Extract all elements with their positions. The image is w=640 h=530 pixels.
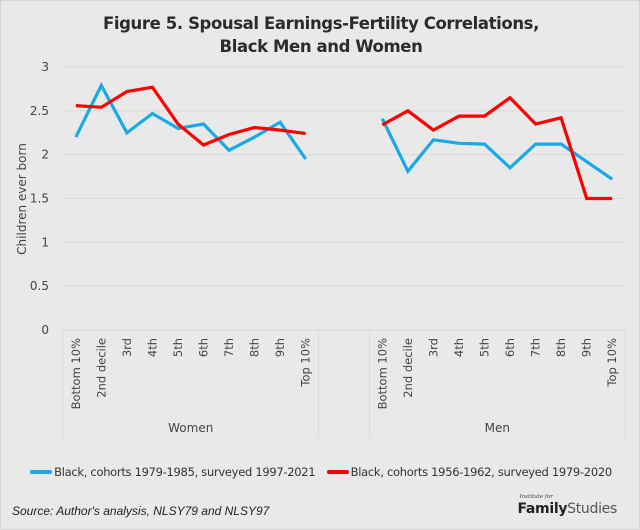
- legend-swatch-red: [326, 470, 349, 474]
- x-tick-label: Top 10%: [299, 338, 313, 388]
- y-tick-label: 2.5: [30, 104, 49, 118]
- legend-swatch-blue: [30, 470, 53, 474]
- logo-light-text: Studies: [567, 501, 617, 517]
- group-label-men: Men: [485, 421, 510, 435]
- chart-title-line2: Black Men and Women: [219, 37, 423, 56]
- legend-label: Black, cohorts 1979-1985, surveyed 1997-…: [54, 465, 316, 479]
- x-tick-label: Top 10%: [605, 338, 619, 388]
- logo-small-text: Institute for: [519, 494, 553, 500]
- x-tick-label: 9th: [580, 338, 594, 357]
- y-tick-label: 1.5: [30, 192, 49, 206]
- x-tick-label: 8th: [554, 338, 568, 357]
- y-axis-label: Children ever born: [15, 143, 29, 255]
- y-tick-label: 2: [41, 148, 49, 162]
- x-tick-label: 8th: [248, 338, 262, 357]
- x-tick-label: 5th: [478, 338, 492, 357]
- y-axis-ticks: 0 0.5 1 1.5 2 2.5 3: [30, 60, 49, 337]
- y-tick-label: 3: [41, 60, 49, 74]
- x-tick-label: 4th: [145, 338, 159, 357]
- chart-title-line1: Figure 5. Spousal Earnings-Fertility Cor…: [103, 14, 539, 33]
- logo-bold-text: Family: [517, 501, 568, 517]
- x-axis: Bottom 10% 2nd decile 3rd 4th 5th 6th 7th 8th 9t…: [62, 329, 626, 438]
- series-lines: [74, 81, 614, 201]
- legend-label: Black, cohorts 1956-1962, surveyed 1979-…: [350, 465, 613, 479]
- x-tick-label: 2nd decile: [94, 338, 108, 398]
- legend-item-1979-2020: Black, cohorts 1956-1962, surveyed 1979-…: [326, 465, 613, 479]
- series-line-women-1979-1985: [74, 81, 308, 160]
- gridlines: [63, 66, 625, 287]
- x-tick-label: 3rd: [426, 338, 440, 357]
- x-tick-label: 7th: [222, 338, 236, 357]
- ifs-logo: Institute for FamilyStudies: [517, 494, 617, 518]
- x-tick-label: Bottom 10%: [69, 338, 83, 409]
- x-tick-label: 5th: [171, 338, 185, 357]
- x-tick-label: 6th: [503, 338, 517, 357]
- x-tick-label: 7th: [529, 338, 543, 357]
- x-tick-label: 3rd: [120, 338, 134, 357]
- line-chart: 0 0.5 1 1.5 2 2.5 3 Children ever born Bottom …: [15, 60, 626, 438]
- x-tick-label: 2nd decile: [401, 338, 415, 398]
- x-tick-label: Bottom 10%: [375, 338, 389, 409]
- series-line-men-1956-1962: [381, 95, 613, 201]
- legend: Black, cohorts 1979-1985, surveyed 1997-…: [1, 463, 640, 479]
- x-tick-label: 6th: [197, 338, 211, 357]
- chart-title: Figure 5. Spousal Earnings-Fertility Cor…: [1, 12, 640, 58]
- source-note: Source: Author's analysis, NLSY79 and NL…: [12, 504, 270, 518]
- y-tick-label: 0: [41, 323, 49, 337]
- legend-item-1997-2021: Black, cohorts 1979-1985, surveyed 1997-…: [30, 465, 316, 479]
- x-tick-label: 4th: [452, 338, 466, 357]
- group-label-women: Women: [168, 421, 213, 435]
- series-line-women-1956-1962: [75, 85, 306, 147]
- y-tick-label: 1: [41, 235, 49, 249]
- y-tick-label: 0.5: [30, 279, 49, 293]
- x-tick-label: 9th: [273, 338, 287, 357]
